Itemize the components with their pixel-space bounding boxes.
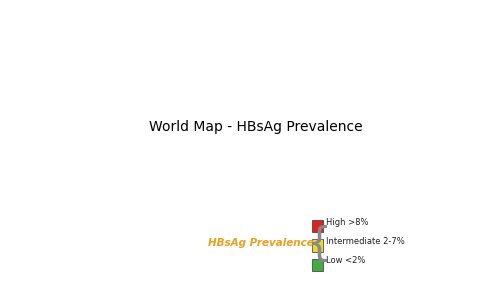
- Text: Low <2%: Low <2%: [326, 256, 366, 266]
- Text: High >8%: High >8%: [326, 217, 368, 227]
- Bar: [312, 239, 324, 252]
- Text: HBsAg Prevalence: HBsAg Prevalence: [208, 238, 314, 248]
- Text: World Map - HBsAg Prevalence: World Map - HBsAg Prevalence: [150, 120, 363, 134]
- Text: Intermediate 2-7%: Intermediate 2-7%: [326, 237, 405, 246]
- Text: {: {: [306, 224, 330, 262]
- Bar: [312, 220, 324, 232]
- Bar: [312, 259, 324, 271]
